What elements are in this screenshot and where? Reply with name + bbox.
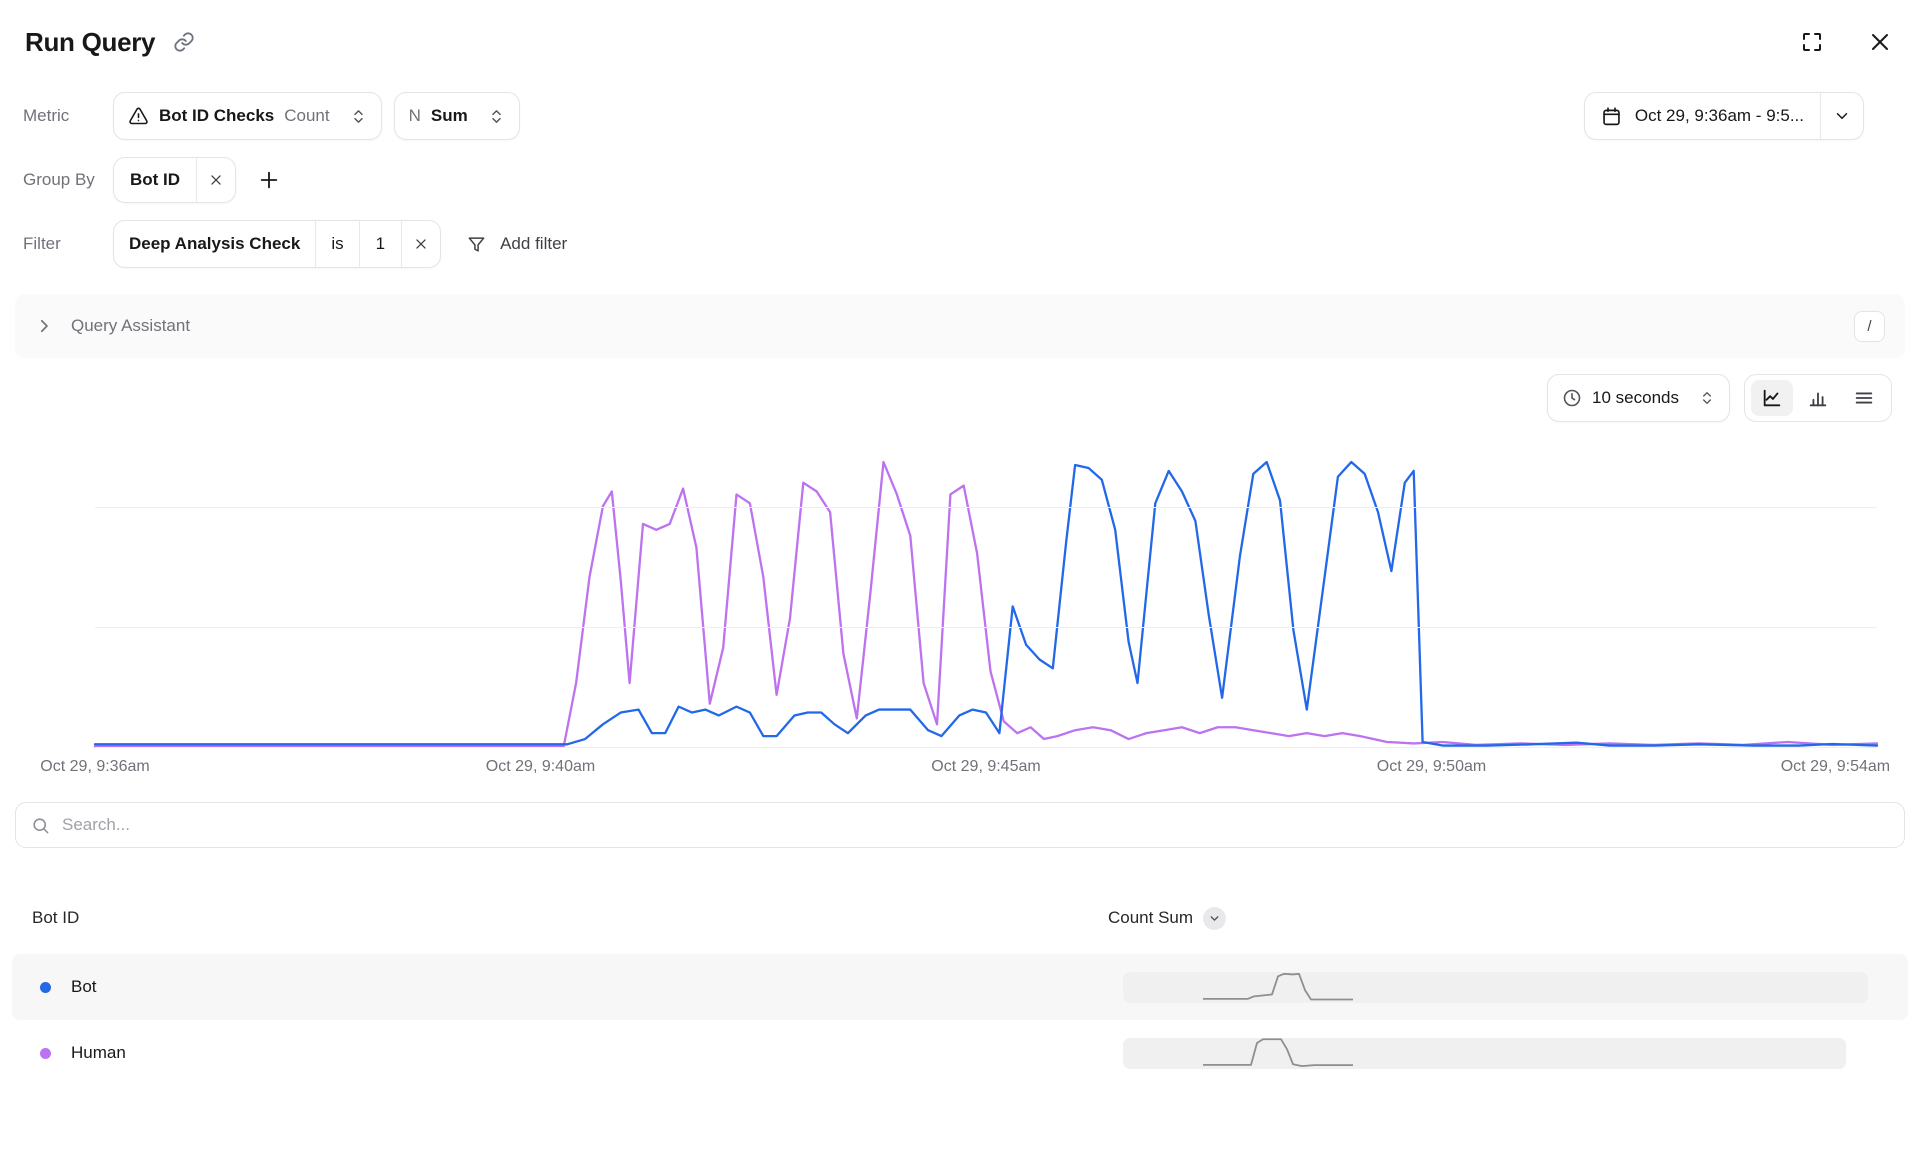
divider: [196, 158, 198, 202]
group-by-label: Group By: [23, 170, 95, 189]
sort-button[interactable]: [1203, 906, 1227, 930]
interval-value: 10 seconds: [1592, 388, 1679, 407]
row-label: Bot: [71, 977, 97, 996]
sort-chevron-down-icon: [1210, 915, 1219, 921]
remove-filter-button[interactable]: [402, 221, 440, 267]
aggregation-type-badge: N: [408, 106, 421, 125]
table-row-bot[interactable]: Bot: [12, 954, 1908, 1020]
metric-select[interactable]: Bot ID Checks Count: [113, 92, 382, 140]
filter-operator: is: [331, 234, 344, 253]
date-range-expand[interactable]: [1820, 93, 1863, 139]
line-chart-svg: [95, 440, 1877, 755]
divider: [315, 221, 317, 267]
time-series-chart[interactable]: [95, 440, 1877, 755]
group-column-header[interactable]: Bot ID: [32, 908, 80, 927]
filter-field: Deep Analysis Check: [129, 234, 301, 253]
unfold-icon: [488, 108, 505, 125]
aggregation-value: Sum: [430, 106, 468, 125]
value-bar: [1123, 1037, 1846, 1069]
page-title: Run Query: [25, 26, 156, 57]
x-tick: Oct 29, 9:36am: [40, 758, 150, 775]
x-tick: Oct 29, 9:50am: [1376, 758, 1487, 775]
bar-chart-toggle[interactable]: [1797, 380, 1839, 416]
add-filter-label: Add filter: [500, 234, 568, 253]
add-filter-button[interactable]: Add filter: [467, 234, 567, 254]
table-row-human[interactable]: Human: [12, 1020, 1908, 1086]
unfold-icon: [350, 108, 367, 125]
search-bar: [15, 802, 1905, 848]
date-range-picker[interactable]: Oct 29, 9:36am - 9:5...: [1583, 92, 1864, 140]
value-bar: [1123, 971, 1868, 1003]
metric-label: Metric: [23, 106, 70, 125]
link-icon: [174, 32, 194, 52]
add-group-by-button[interactable]: [258, 169, 280, 191]
remove-icon: [416, 239, 426, 249]
fullscreen-button[interactable]: [1800, 30, 1824, 54]
copy-link-button[interactable]: [173, 31, 195, 53]
divider: [401, 221, 403, 267]
filter-value: 1: [375, 234, 386, 253]
sparkline-svg: [1203, 1038, 1353, 1069]
list-icon: [1855, 392, 1873, 404]
funnel-icon: [468, 236, 485, 252]
chart-type-toggle-group: [1744, 374, 1892, 422]
x-tick: Oct 29, 9:54am: [1780, 758, 1891, 775]
divider: [358, 221, 360, 267]
warning-icon: [129, 107, 148, 124]
sparkline-svg: [1203, 972, 1353, 1003]
chevron-right-icon: [40, 319, 48, 333]
close-icon: [1872, 34, 1888, 50]
filter-chip[interactable]: Deep Analysis Check is 1: [113, 220, 442, 268]
metric-field-type: Count: [284, 106, 330, 125]
calendar-icon: [1603, 106, 1620, 125]
metric-field-name: Bot ID Checks: [159, 106, 275, 125]
chart-controls: 10 seconds: [1547, 374, 1892, 422]
metric-row: Metric Bot ID Checks Count N Sum Oct 29,…: [23, 92, 1892, 140]
bar-chart-icon: [1809, 392, 1827, 407]
line-chart-icon: [1763, 389, 1781, 407]
group-by-chip[interactable]: Bot ID: [113, 157, 237, 203]
filter-label: Filter: [23, 234, 61, 253]
panel-header: Run Query: [25, 20, 1892, 64]
search-input[interactable]: [62, 815, 1889, 835]
clock-icon: [1563, 389, 1581, 407]
date-range-value: Oct 29, 9:36am - 9:5...: [1634, 106, 1804, 125]
results-table-header: Bot ID Count Sum: [15, 898, 1905, 938]
group-by-row: Group By Bot ID: [23, 157, 1892, 203]
group-by-value: Bot ID: [130, 170, 181, 189]
table-view-toggle[interactable]: [1843, 380, 1885, 416]
chevron-down-icon: [1836, 113, 1848, 119]
filter-row: Filter Deep Analysis Check is 1 Add filt…: [23, 220, 1892, 268]
query-assistant-toggle[interactable]: Query Assistant /: [15, 294, 1905, 358]
fullscreen-icon: [1803, 33, 1821, 51]
gridline: [95, 507, 1877, 509]
gridline: [95, 627, 1877, 629]
search-icon: [31, 816, 50, 835]
remove-group-by-button[interactable]: [197, 158, 235, 202]
value-column-header[interactable]: Count Sum: [1108, 906, 1905, 930]
line-chart-toggle[interactable]: [1751, 380, 1793, 416]
x-axis: Oct 29, 9:36am Oct 29, 9:40am Oct 29, 9:…: [40, 758, 1890, 782]
x-tick: Oct 29, 9:40am: [485, 758, 596, 775]
x-tick: Oct 29, 9:45am: [931, 758, 1041, 775]
remove-icon: [211, 175, 221, 185]
aggregation-select[interactable]: N Sum: [393, 92, 520, 140]
gridline: [95, 747, 1877, 749]
interval-select[interactable]: 10 seconds: [1547, 374, 1730, 422]
unfold-icon: [1699, 390, 1715, 406]
query-assistant-label: Query Assistant: [71, 316, 191, 335]
series-color-dot: [40, 981, 51, 993]
shortcut-key-badge: /: [1854, 310, 1885, 342]
row-label: Human: [71, 1043, 126, 1062]
plus-icon: [260, 171, 278, 189]
series-color-dot: [40, 1047, 51, 1059]
close-button[interactable]: [1868, 30, 1892, 54]
